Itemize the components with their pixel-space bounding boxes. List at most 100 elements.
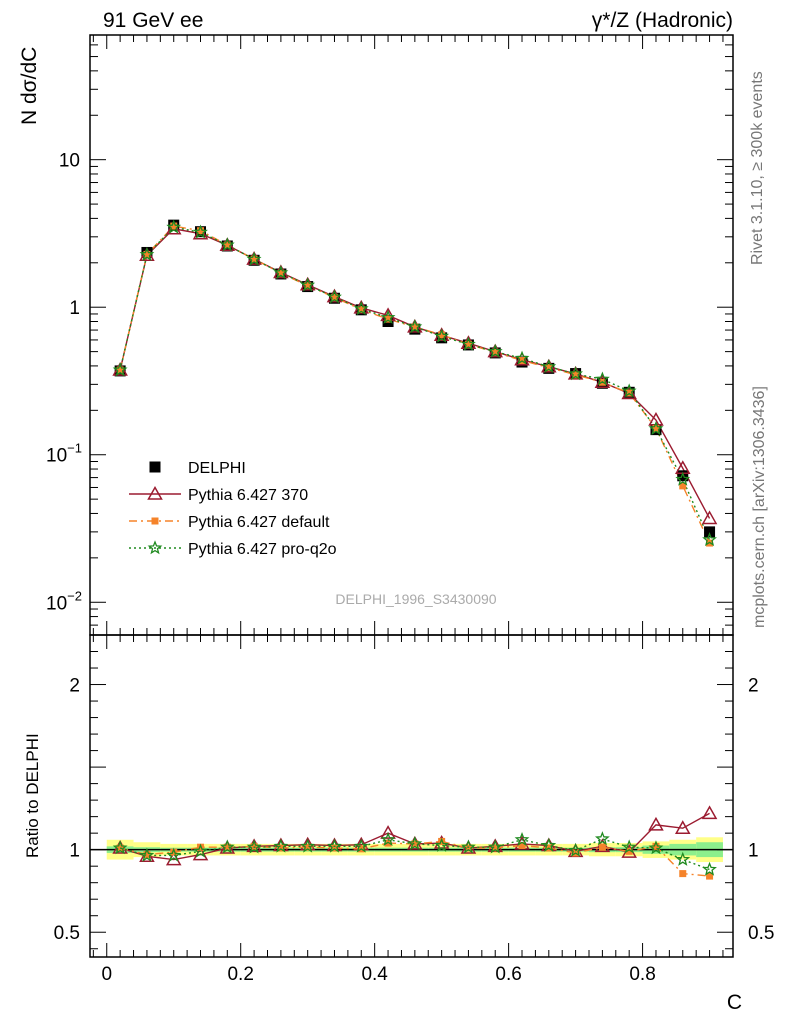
legend-label: Pythia 6.427 370 [188, 487, 308, 504]
ratio-point [434, 837, 450, 852]
mc-point [166, 219, 182, 234]
mc-point [112, 362, 128, 377]
mc-point [701, 510, 718, 525]
mc-point [143, 250, 151, 258]
analysis-watermark: DELPHI_1996_S3430090 [335, 591, 496, 607]
mc-point [407, 319, 423, 334]
ratio-point [170, 848, 178, 856]
mc-point [568, 366, 584, 381]
ratio-point [621, 839, 637, 854]
ratio-point [330, 844, 338, 852]
mc-point [652, 424, 660, 432]
mc-point [702, 532, 717, 547]
ratio-y-tick-label-right: 2 [748, 676, 759, 697]
ratio-series-lines [112, 805, 718, 880]
tick-labels: 0 0.2 0.4 0.6 0.8 10 1 10−1 10−2 0.5 0.5 1 1 2 2 [46, 151, 774, 985]
mc-point [514, 350, 530, 365]
y-tick-label: 10−2 [46, 588, 82, 614]
mc-point [139, 246, 155, 261]
x-tick-label: 0 [101, 964, 112, 985]
rivet-label: Rivet 3.1.10, ≥ 300k events [749, 71, 766, 265]
ratio-point [652, 842, 660, 850]
mc-point [491, 348, 499, 356]
legend-label: Pythia 6.427 pro-q2o [188, 541, 337, 558]
mc-point [675, 471, 691, 486]
mc-point [357, 305, 365, 313]
y-axis-label: N dσ/dC [18, 47, 41, 125]
x-tick-label: 0.2 [227, 964, 253, 985]
legend-marker [147, 540, 163, 555]
ratio-point [219, 839, 235, 854]
ratio-point [625, 847, 633, 855]
x-tick-label: 0.8 [629, 964, 655, 985]
ratio-point [223, 843, 231, 851]
ratio-y-tick-label-right: 1 [748, 841, 759, 862]
mc-point [330, 293, 338, 301]
ratio-point [273, 838, 289, 853]
ratio-point [464, 844, 472, 852]
mc-point [572, 371, 580, 379]
legend-marker [151, 517, 159, 525]
mc-point [327, 289, 342, 304]
mc-point [461, 336, 476, 351]
ratio-y-tick-label: 0.5 [54, 923, 80, 944]
x-tick-label: 0.6 [495, 964, 521, 985]
mc-point [380, 309, 396, 324]
ratio-point [411, 840, 419, 848]
ratio-point [112, 840, 128, 855]
header-right: γ*/Z (Hadronic) [592, 9, 733, 32]
mc-point [545, 364, 553, 372]
mc-point [170, 222, 178, 230]
legend-marker [149, 461, 161, 473]
mc-point [434, 328, 450, 343]
ratio-point [139, 847, 155, 862]
ratio-y-axis-label: Ratio to DELPHI [23, 733, 42, 858]
mc-point [411, 323, 419, 331]
ratio-point [304, 843, 312, 851]
ratio-point [701, 805, 718, 820]
mc-point [438, 331, 446, 339]
ratio-point [353, 838, 369, 853]
ratio-point [250, 842, 258, 850]
legend-marker [147, 485, 163, 500]
mc-point [594, 371, 610, 386]
mc-point [246, 251, 262, 266]
data-point [704, 526, 716, 538]
legend-label: DELPHI [188, 460, 246, 477]
x-tick-label: 0.4 [361, 964, 388, 985]
mc-point [679, 482, 687, 490]
mc-point [648, 420, 664, 436]
ratio-point [518, 842, 526, 850]
ratio-point [166, 847, 182, 862]
mc-point [300, 277, 316, 292]
ratio-point [380, 831, 396, 847]
mc-point [353, 301, 369, 316]
ratio-point [679, 870, 687, 878]
ratio-point [491, 844, 499, 852]
ratio-point [674, 820, 691, 834]
mc-point [219, 237, 235, 252]
mc-point [193, 224, 208, 239]
ratio-y-tick-label-right: 0.5 [748, 923, 774, 944]
ratio-point [514, 831, 530, 847]
main-plot-frame [89, 34, 734, 636]
ratio-point [648, 840, 664, 855]
mc-point [464, 340, 472, 348]
ratio-point [675, 851, 691, 866]
ratio-point [702, 861, 717, 876]
ratio-point [116, 844, 124, 852]
ratio-point [438, 837, 446, 845]
mc-point [487, 343, 503, 358]
mc-point [541, 358, 557, 374]
ratio-y-tick-label: 2 [69, 676, 80, 697]
ratio-point [246, 839, 262, 854]
ratio-point [598, 843, 606, 851]
ratio-point [143, 851, 151, 859]
mc-point [277, 269, 285, 277]
y-tick-label: 10−1 [46, 441, 82, 467]
ratio-point [380, 825, 396, 839]
legend-label: Pythia 6.427 default [188, 514, 330, 531]
ratio-point [461, 839, 476, 854]
legend: DELPHI Pythia 6.427 370 Pythia 6.427 defau… [129, 460, 337, 558]
